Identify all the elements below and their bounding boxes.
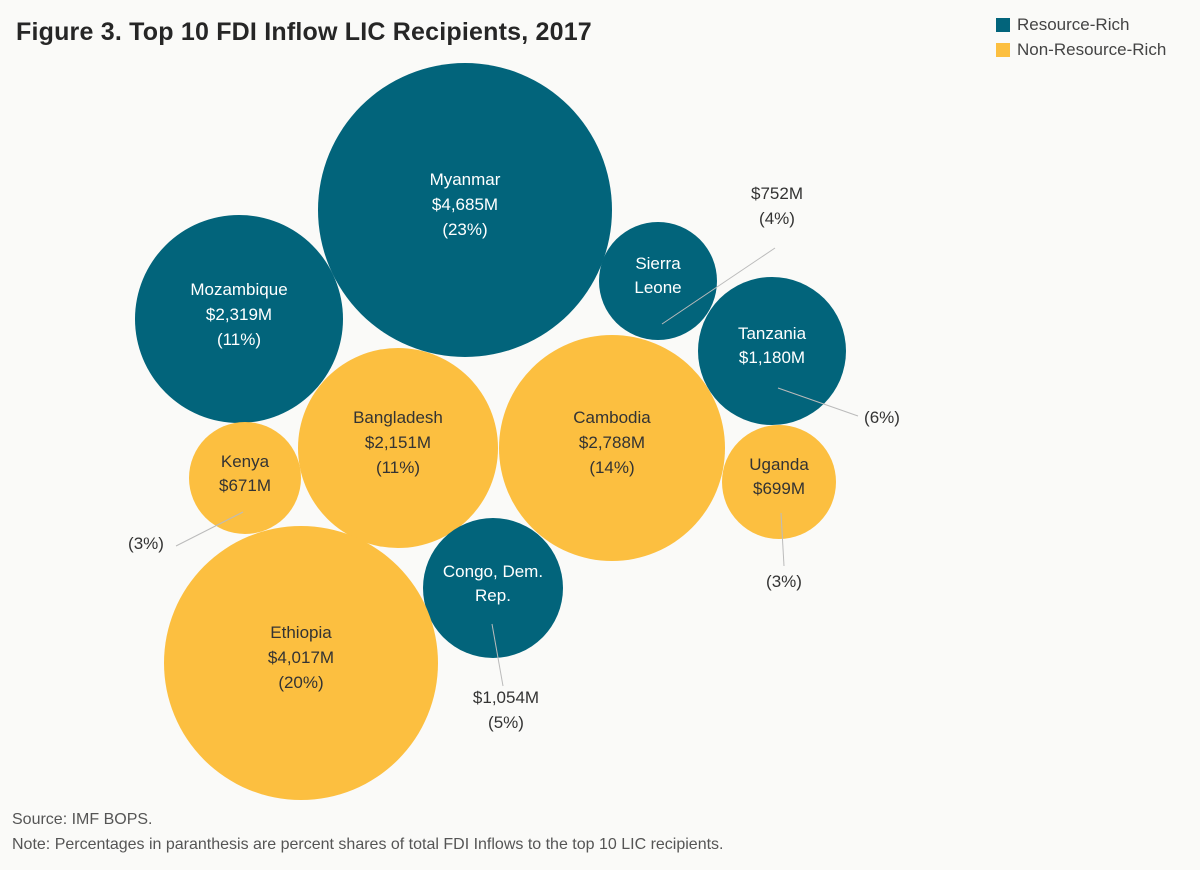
legend-label-non-resource-rich: Non-Resource-Rich — [1017, 39, 1167, 59]
bubble-cambodia — [499, 335, 725, 561]
bubble-label-congo-dem-rep-line1: Congo, Dem. — [443, 562, 543, 581]
bubble-label-uganda: Uganda — [749, 455, 809, 474]
bubble-share-bangladesh: (11%) — [376, 458, 420, 477]
source-note: Source: IMF BOPS. — [12, 811, 153, 828]
bubble-label-sierra-leone-line2: Leone — [634, 278, 681, 297]
legend-label-resource-rich: Resource-Rich — [1017, 14, 1130, 34]
bubble-mozambique — [135, 215, 343, 423]
bubble-value-uganda: $699M — [753, 479, 805, 498]
bubble-label-mozambique: Mozambique — [190, 280, 287, 299]
legend-item-non-resource-rich: Non-Resource-Rich — [996, 37, 1166, 62]
outside-value-sierra-leone: $752M — [751, 184, 803, 203]
outside-share-tanzania: (6%) — [864, 408, 900, 427]
bubble-value-myanmar: $4,685M — [432, 195, 498, 214]
leader-line-tanzania — [777, 387, 859, 417]
leader-line-sierra-leone — [661, 247, 776, 325]
bubble-label-bangladesh: Bangladesh — [353, 408, 443, 427]
bubble-myanmar — [318, 63, 612, 357]
bubble-share-myanmar: (23%) — [442, 220, 487, 239]
bubble-value-mozambique: $2,319M — [206, 305, 272, 324]
bubble-tanzania — [698, 277, 846, 425]
bubble-value-tanzania: $1,180M — [739, 348, 805, 367]
bubble-sierra-leone — [599, 222, 717, 340]
bubble-value-cambodia: $2,788M — [579, 433, 645, 452]
bubble-value-bangladesh: $2,151M — [365, 433, 431, 452]
outside-share-uganda: (3%) — [766, 572, 802, 591]
bubble-uganda — [722, 425, 836, 539]
bubble-kenya — [189, 422, 301, 534]
legend-item-resource-rich: Resource-Rich — [996, 12, 1166, 37]
outside-share-kenya: (3%) — [128, 534, 164, 553]
legend-swatch-resource-rich — [996, 17, 1010, 32]
outside-value-congo-dem-rep: $1,054M — [473, 688, 539, 707]
outside-share-congo-dem-rep: (5%) — [488, 713, 524, 732]
bubble-label-congo-dem-rep-line2: Rep. — [475, 586, 511, 605]
bubble-label-cambodia: Cambodia — [573, 408, 651, 427]
leader-line-uganda — [780, 512, 785, 567]
legend-swatch-non-resource-rich — [996, 42, 1010, 57]
bubble-ethiopia — [164, 526, 438, 800]
bubble-label-kenya: Kenya — [221, 452, 270, 471]
bubble-bangladesh — [298, 348, 498, 548]
bubble-label-ethiopia: Ethiopia — [270, 623, 332, 642]
outside-share-sierra-leone: (4%) — [759, 209, 795, 228]
bubble-value-kenya: $671M — [219, 476, 271, 495]
legend: Resource-Rich Non-Resource-Rich — [996, 12, 1166, 62]
leader-line-kenya — [175, 511, 244, 547]
bubble-label-myanmar: Myanmar — [430, 170, 501, 189]
chart-title: Figure 3. Top 10 FDI Inflow LIC Recipien… — [16, 18, 592, 46]
bubble-label-tanzania: Tanzania — [738, 324, 807, 343]
leader-line-congo-dem-rep — [491, 623, 504, 687]
bubble-congo-dem-rep — [423, 518, 563, 658]
bubble-share-cambodia: (14%) — [589, 458, 634, 477]
bubble-share-ethiopia: (20%) — [278, 673, 323, 692]
bubble-value-ethiopia: $4,017M — [268, 648, 334, 667]
bubble-share-mozambique: (11%) — [217, 330, 261, 349]
bubble-label-sierra-leone-line1: Sierra — [635, 254, 681, 273]
footnote: Note: Percentages in paranthesis are per… — [12, 836, 724, 853]
